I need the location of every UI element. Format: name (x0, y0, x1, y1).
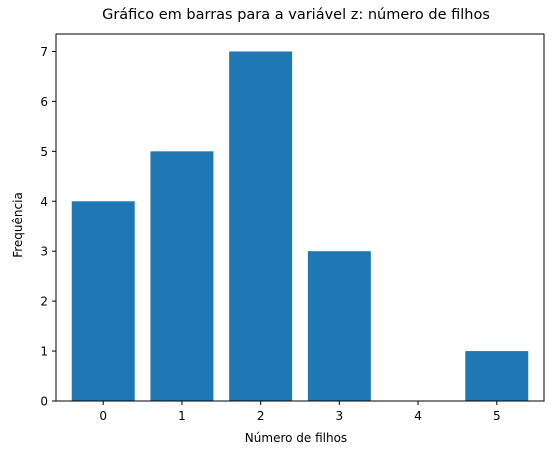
bar-3 (307, 251, 371, 401)
x-tick-label: 3 (336, 409, 344, 423)
x-tick-label: 2 (257, 409, 265, 423)
chart-title: Gráfico em barras para a variável z: núm… (102, 7, 490, 23)
y-tick-label: 1 (40, 345, 48, 359)
plot-frame (55, 33, 545, 402)
x-axis-ticks: 0 1 2 3 4 5 (99, 401, 501, 423)
bar-1 (150, 151, 214, 401)
y-tick-label: 5 (40, 145, 48, 159)
y-tick-label: 7 (40, 45, 48, 59)
y-axis-label: Frequência (11, 192, 25, 258)
x-tick-label: 5 (493, 409, 501, 423)
x-tick-label: 4 (414, 409, 422, 423)
y-tick-label: 6 (40, 95, 48, 109)
x-tick-label: 0 (99, 409, 107, 423)
bars-group (71, 51, 529, 401)
x-tick-label: 1 (178, 409, 186, 423)
x-axis-label: Número de filhos (245, 431, 347, 445)
bar-0 (71, 201, 135, 401)
y-tick-label: 2 (40, 295, 48, 309)
y-tick-label: 0 (40, 395, 48, 409)
y-tick-label: 4 (40, 195, 48, 209)
y-tick-label: 3 (40, 245, 48, 259)
y-axis-ticks: 0 1 2 3 4 5 6 7 (40, 45, 56, 409)
bar-2 (229, 51, 293, 401)
bar-5 (465, 351, 529, 401)
